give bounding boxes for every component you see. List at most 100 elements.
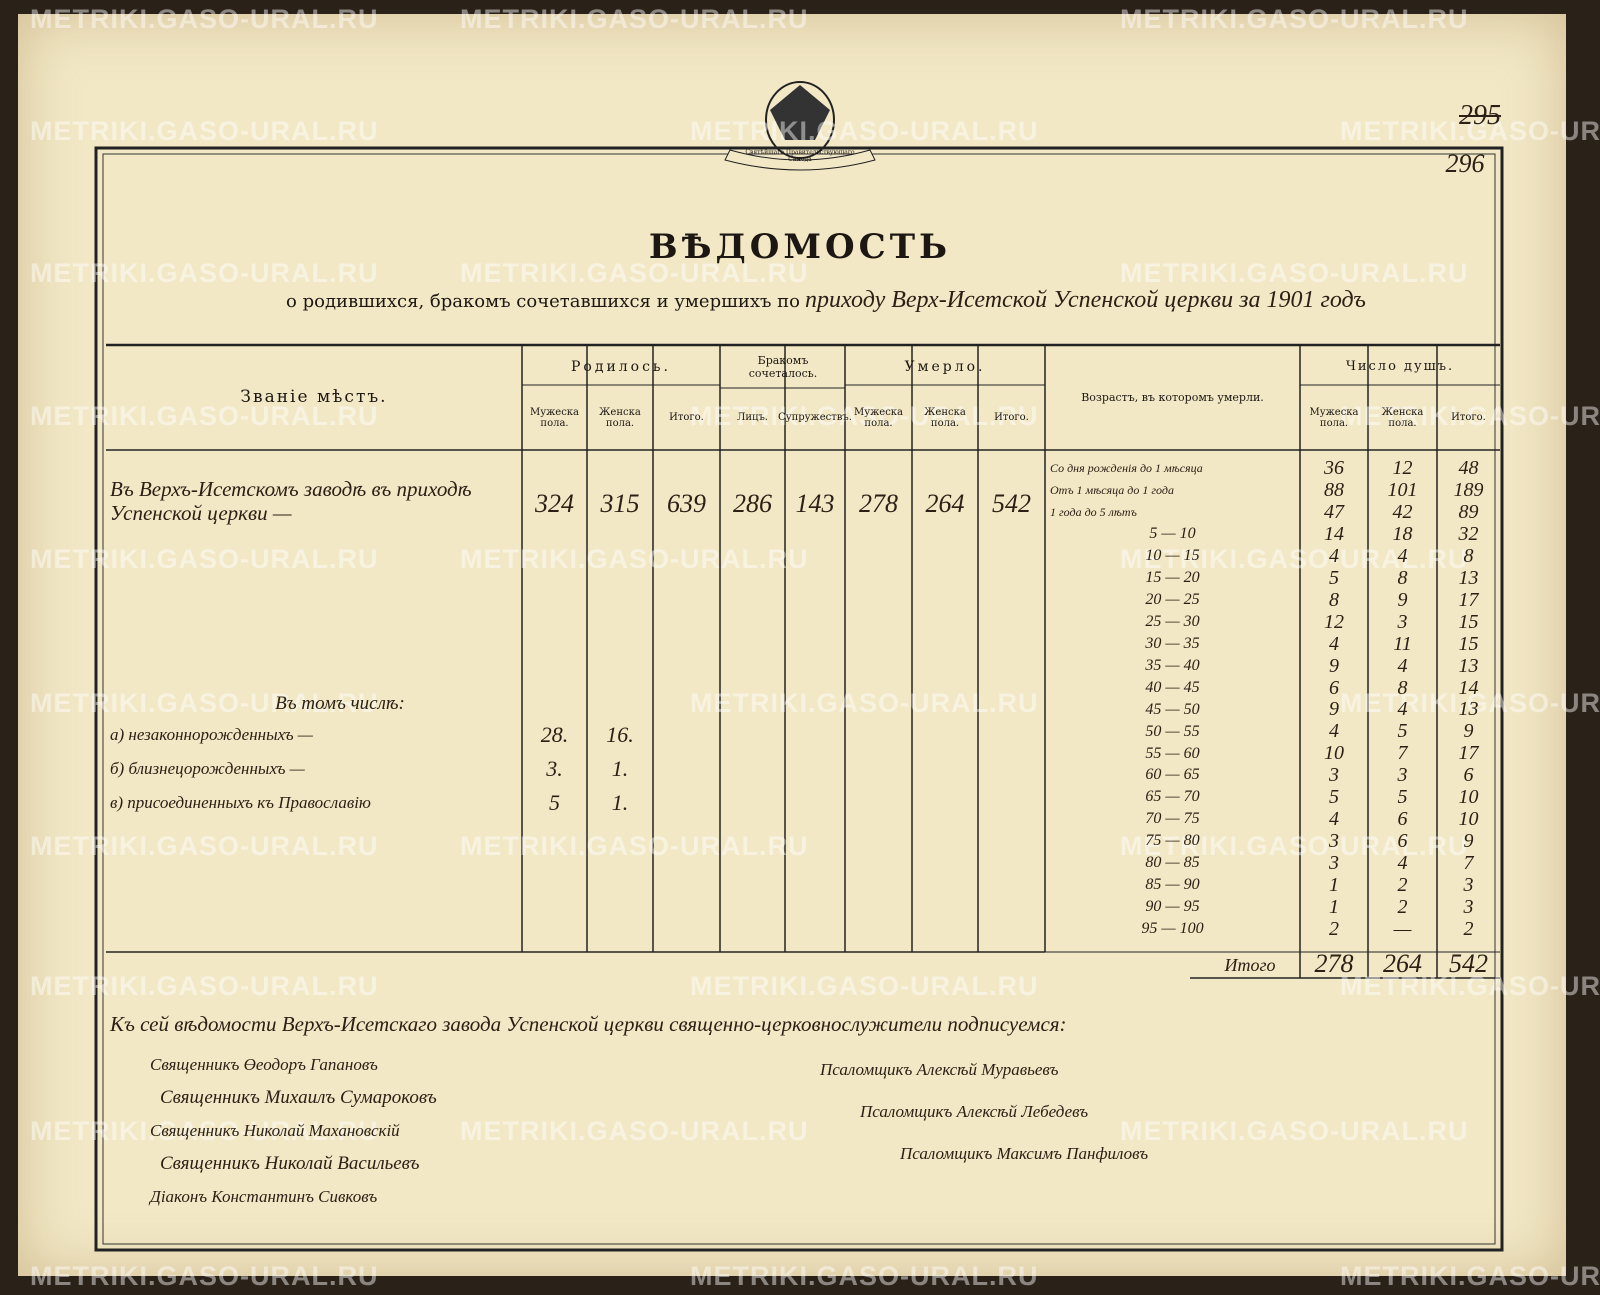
watermark: METRIKI.GASO-URAL.RU bbox=[30, 971, 379, 1001]
sub-row-label: а) незаконнорожденныхъ — bbox=[110, 725, 313, 745]
cell-value: 9 bbox=[1463, 829, 1474, 852]
age-range: 70 — 75 bbox=[1145, 810, 1200, 828]
column-subheader: Женска пола. bbox=[1381, 406, 1424, 430]
sub-heading: Въ томъ числѣ: bbox=[275, 693, 405, 715]
total-value: 278 bbox=[1314, 949, 1354, 979]
cell-value: — bbox=[1393, 917, 1412, 940]
cell-value: 88 bbox=[1324, 479, 1344, 502]
cell-value: 15 bbox=[1458, 632, 1479, 655]
watermark: METRIKI.GASO-URAL.RU bbox=[1340, 971, 1600, 1001]
watermark: METRIKI.GASO-URAL.RU bbox=[30, 116, 379, 146]
title: ВѢДОМОСТЬ bbox=[648, 227, 952, 268]
watermark: METRIKI.GASO-URAL.RU bbox=[1120, 1116, 1469, 1146]
sub-row-label: б) близнецорожденныхъ — bbox=[110, 759, 305, 779]
cell-value: 4 bbox=[1329, 807, 1339, 830]
cell-value: 15 bbox=[1458, 610, 1479, 633]
column-subheader: Женска пола. bbox=[924, 406, 966, 430]
age-range: Отъ 1 мѣсяца до 1 года bbox=[1050, 482, 1174, 497]
cell-value: 36 bbox=[1324, 457, 1344, 480]
cell-value: 2 bbox=[1329, 917, 1339, 940]
cell-value: 9 bbox=[1463, 720, 1474, 743]
watermark: METRIKI.GASO-URAL.RU bbox=[30, 688, 379, 718]
cell-value: 3 bbox=[1463, 895, 1474, 918]
cell-value: 8 bbox=[1397, 566, 1408, 589]
signature: Псаломщикъ Алексѣй Лебедевъ bbox=[860, 1102, 1089, 1122]
cell-value: 1. bbox=[611, 790, 629, 816]
cell-value: 10 bbox=[1324, 742, 1344, 765]
subtitle-handwritten: приходу Верх-Исетской Успенской церкви з… bbox=[805, 287, 1366, 314]
cell-value: 2 bbox=[1463, 917, 1474, 940]
cell-value: 32 bbox=[1458, 523, 1479, 546]
cell-value: 286 bbox=[733, 489, 772, 519]
inner-border bbox=[102, 153, 1496, 1245]
cell-value: 639 bbox=[667, 489, 706, 519]
cell-value: 8 bbox=[1463, 545, 1474, 568]
cell-value: 3 bbox=[1463, 873, 1474, 896]
cell-value: 5 bbox=[549, 790, 560, 816]
watermark: METRIKI.GASO-URAL.RU bbox=[1120, 831, 1469, 861]
group-header: Число душъ. bbox=[1345, 358, 1455, 374]
watermark: METRIKI.GASO-URAL.RU bbox=[1340, 401, 1600, 431]
cell-value: 2 bbox=[1397, 895, 1408, 918]
group-header: Умерло. bbox=[904, 358, 986, 375]
cell-value: 7 bbox=[1397, 742, 1408, 765]
signature: Священникъ Михаилъ Сумароковъ bbox=[160, 1087, 437, 1109]
watermark: METRIKI.GASO-URAL.RU bbox=[460, 258, 809, 288]
age-range: 10 — 15 bbox=[1145, 547, 1200, 565]
outer-border bbox=[94, 146, 1504, 1252]
cell-value: 6 bbox=[1329, 676, 1339, 699]
age-range: 75 — 80 bbox=[1145, 832, 1200, 850]
watermark: METRIKI.GASO-URAL.RU bbox=[1340, 1261, 1600, 1291]
emblem bbox=[724, 81, 876, 171]
age-range: 55 — 60 bbox=[1145, 744, 1200, 762]
column-subheader: Итого. bbox=[1451, 412, 1486, 424]
cell-value: 13 bbox=[1458, 698, 1479, 721]
cell-value: 101 bbox=[1387, 479, 1418, 502]
cell-value: 324 bbox=[535, 489, 574, 519]
cell-value: 9 bbox=[1397, 588, 1408, 611]
age-range: 90 — 95 bbox=[1145, 897, 1200, 915]
watermark: METRIKI.GASO-URAL.RU bbox=[690, 971, 1039, 1001]
cell-value: 5 bbox=[1397, 786, 1408, 809]
cell-value: 1. bbox=[611, 756, 629, 782]
age-range: 60 — 65 bbox=[1145, 766, 1200, 784]
age-range: 80 — 85 bbox=[1145, 854, 1200, 872]
group-header: Родилось. bbox=[570, 358, 672, 375]
age-range: 65 — 70 bbox=[1145, 788, 1200, 806]
watermark: METRIKI.GASO-URAL.RU bbox=[460, 4, 809, 34]
cell-value: 3 bbox=[1397, 764, 1408, 787]
watermark: METRIKI.GASO-URAL.RU bbox=[460, 1116, 809, 1146]
cell-value: 17 bbox=[1458, 742, 1479, 765]
cell-value: 6 bbox=[1397, 807, 1408, 830]
column-header: Возрастъ, въ которомъ умерли. bbox=[1081, 390, 1264, 404]
watermark: METRIKI.GASO-URAL.RU bbox=[690, 688, 1039, 718]
cell-value: 3 bbox=[1329, 851, 1339, 874]
age-range: 85 — 90 bbox=[1145, 876, 1200, 894]
cell-value: 189 bbox=[1453, 479, 1484, 502]
cell-value: 28. bbox=[540, 722, 569, 748]
cell-value: 13 bbox=[1458, 654, 1479, 677]
cell-value: 42 bbox=[1392, 501, 1413, 524]
watermark: METRIKI.GASO-URAL.RU bbox=[30, 401, 379, 431]
watermark: METRIKI.GASO-URAL.RU bbox=[690, 401, 1039, 431]
cell-value: 11 bbox=[1393, 632, 1412, 655]
column-subheader: Супружествъ. bbox=[778, 412, 852, 424]
column-subheader: Женска пола. bbox=[599, 406, 641, 430]
cell-value: 5 bbox=[1329, 566, 1339, 589]
age-range: 45 — 50 bbox=[1145, 700, 1200, 718]
emblem-motto: Святѣйшаго Правительствующаго Синода bbox=[745, 149, 855, 163]
cell-value: 4 bbox=[1397, 698, 1408, 721]
cell-value: 3 bbox=[1397, 610, 1408, 633]
signature-intro: Къ сей вѣдомости Верхъ-Исетскаго завода … bbox=[110, 1011, 1067, 1036]
cell-value: 5 bbox=[1397, 720, 1408, 743]
watermark: METRIKI.GASO-URAL.RU bbox=[30, 258, 379, 288]
cell-value: 3 bbox=[1329, 764, 1339, 787]
cell-value: 1 bbox=[1329, 895, 1339, 918]
cell-value: 10 bbox=[1458, 807, 1479, 830]
watermark: METRIKI.GASO-URAL.RU bbox=[1120, 544, 1469, 574]
group-header: Бракомъ сочеталось. bbox=[748, 354, 818, 380]
total-label: Итого bbox=[1224, 954, 1276, 975]
column-subheader: Мужеска пола. bbox=[529, 406, 580, 430]
cell-value: 2 bbox=[1397, 873, 1408, 896]
